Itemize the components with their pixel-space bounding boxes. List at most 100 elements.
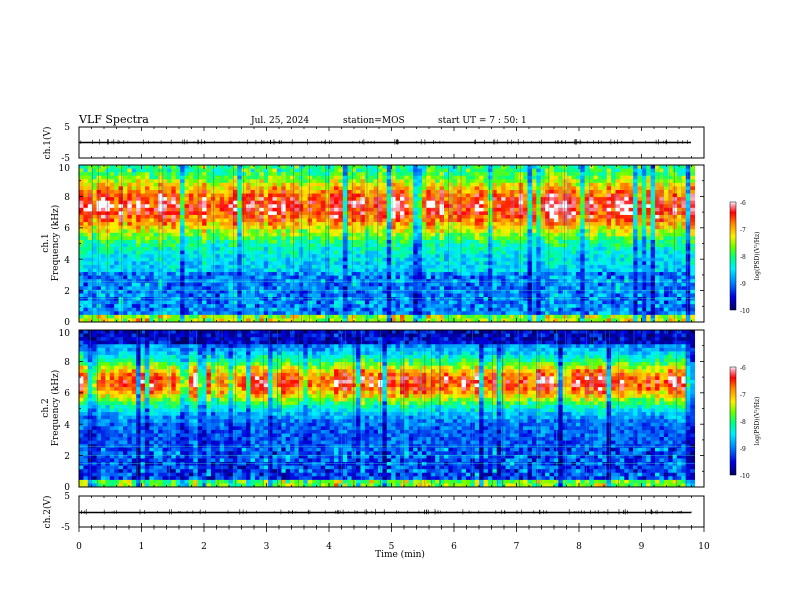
spectro-cell <box>374 301 379 305</box>
spectro-cell <box>470 183 475 187</box>
spectro-cell <box>536 208 541 212</box>
spectro-cell <box>171 233 176 237</box>
spectro-cell <box>343 276 348 280</box>
spectro-cell <box>105 265 110 269</box>
spectro-cell <box>501 179 506 183</box>
spectro-cell <box>321 229 326 233</box>
spectro-cell <box>387 261 392 265</box>
spectro-cell <box>193 226 198 230</box>
spectro-cell <box>475 308 480 312</box>
spectro-cell <box>382 211 387 215</box>
spectro-cell <box>119 197 124 201</box>
spectro-cell <box>484 308 489 312</box>
spectro-cell <box>330 268 335 272</box>
spectro-cell <box>506 297 511 301</box>
spectro-cell <box>264 254 269 258</box>
spectro-cell <box>369 258 374 262</box>
spectro-cell <box>136 283 141 287</box>
spectro-cell <box>198 226 203 230</box>
spectro-cell <box>79 254 84 258</box>
spectro-cell <box>242 272 247 276</box>
spectro-cell <box>338 261 343 265</box>
spectro-cell <box>264 315 269 319</box>
spectro-cell <box>536 219 541 223</box>
spectro-cell <box>448 244 453 248</box>
spectro-cell <box>286 194 291 198</box>
spectro-cell <box>277 240 282 244</box>
spectro-cell <box>528 247 533 251</box>
spectro-cell <box>334 251 339 255</box>
spectro-cell <box>396 265 401 269</box>
spectro-cell <box>97 226 102 230</box>
spectro-cell <box>453 297 458 301</box>
spectro-cell <box>396 301 401 305</box>
spectro-cell <box>308 258 313 262</box>
spectro-cell <box>466 297 471 301</box>
spectro-cell <box>497 240 502 244</box>
spectro-cell <box>255 204 260 208</box>
spectro-cell <box>431 244 436 248</box>
spectro-cell <box>382 204 387 208</box>
spectro-cell <box>453 304 458 308</box>
spectro-cell <box>251 272 256 276</box>
spectro-cell <box>316 211 321 215</box>
spectro-cell <box>497 197 502 201</box>
spectro-cell <box>545 297 550 301</box>
spectro-cell <box>303 226 308 230</box>
spectro-cell <box>308 315 313 319</box>
spectro-cell <box>198 229 203 233</box>
spectro-cell <box>369 183 374 187</box>
spectro-cell <box>330 308 335 312</box>
spectro-cell <box>83 226 88 230</box>
spectro-cell <box>470 233 475 237</box>
spectro-cell <box>308 268 313 272</box>
spectro-cell <box>466 311 471 315</box>
spectro-cell <box>286 176 291 180</box>
spectro-cell <box>316 236 321 240</box>
spectro-cell <box>127 311 132 315</box>
spectro-cell <box>396 197 401 201</box>
spectro-cell <box>149 244 154 248</box>
spectro-cell <box>330 197 335 201</box>
spectro-cell <box>431 186 436 190</box>
spectro-cell <box>105 254 110 258</box>
spectro-cell <box>198 301 203 305</box>
spectro-cell <box>92 194 97 198</box>
spectro-cell <box>286 276 291 280</box>
spectro-cell <box>193 236 198 240</box>
spectro-cell <box>312 304 317 308</box>
spectro-cell <box>268 226 273 230</box>
spectro-cell <box>409 211 414 215</box>
spectro-cell <box>163 172 168 176</box>
spectro-cell <box>83 286 88 290</box>
spectro-cell <box>224 172 229 176</box>
spectro-cell <box>431 226 436 230</box>
spectro-cell <box>413 229 418 233</box>
spectro-cell <box>356 197 361 201</box>
spectro-cell <box>202 208 207 212</box>
spectro-cell <box>391 194 396 198</box>
spectro-cell <box>488 236 493 240</box>
spectro-cell <box>92 251 97 255</box>
spectro-cell <box>193 222 198 226</box>
spectro-cell <box>418 240 423 244</box>
spectro-cell <box>215 272 220 276</box>
spectro-cell <box>193 254 198 258</box>
spectro-cell <box>242 179 247 183</box>
spectro-cell <box>404 183 409 187</box>
spectro-cell <box>466 211 471 215</box>
spectro-cell <box>185 204 190 208</box>
spectro-cell <box>114 204 119 208</box>
spectro-cell <box>308 247 313 251</box>
spectro-cell <box>523 308 528 312</box>
spectro-cell <box>171 222 176 226</box>
spectro-cell <box>180 226 185 230</box>
spectro-cell <box>413 244 418 248</box>
spectro-cell <box>396 204 401 208</box>
spectro-cell <box>312 222 317 226</box>
spectro-cell <box>154 176 159 180</box>
spectro-cell <box>207 226 212 230</box>
spectro-cell <box>484 222 489 226</box>
spectro-cell <box>127 186 132 190</box>
spectro-cell <box>277 293 282 297</box>
